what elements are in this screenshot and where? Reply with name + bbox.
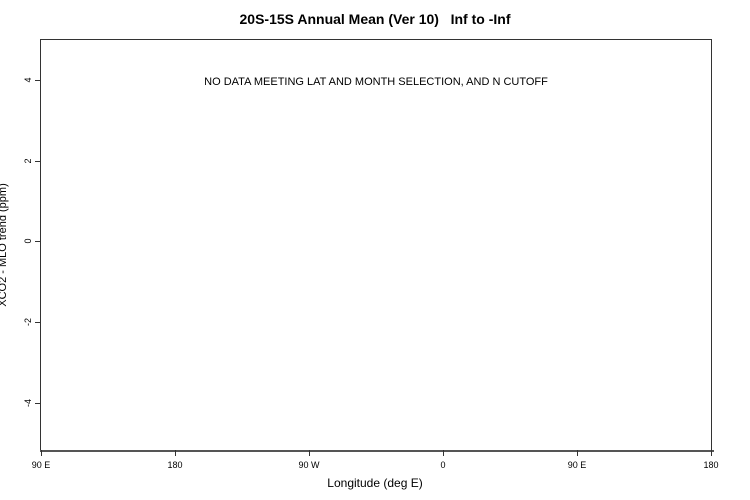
plot-area: NO DATA MEETING LAT AND MONTH SELECTION,… <box>0 39 719 470</box>
x-tick-mark <box>41 450 42 456</box>
x-tick-mark <box>443 450 444 456</box>
x-tick-label: 90 W <box>298 460 320 470</box>
y-tick-mark <box>35 161 41 162</box>
x-axis-line <box>40 450 714 452</box>
x-tick-mark <box>309 450 310 456</box>
x-tick-label: 90 E <box>567 460 587 470</box>
x-tick-label: 180 <box>703 460 719 470</box>
x-axis-title: Longitude (deg E) <box>327 476 423 490</box>
y-tick-label-text: -2 <box>23 317 33 327</box>
x-tick-mark <box>577 450 578 456</box>
y-tick-mark <box>35 403 41 404</box>
chart-title: 20S-15S Annual Mean (Ver 10) Inf to -Inf <box>239 11 511 27</box>
y-tick-mark <box>35 80 41 81</box>
x-tick-mark <box>175 450 176 456</box>
x-tick-mark <box>711 450 712 456</box>
y-tick-mark <box>35 322 41 323</box>
y-tick-mark <box>35 241 41 242</box>
x-tick-label: 180 <box>167 460 183 470</box>
y-tick-label-text: -4 <box>23 398 33 408</box>
x-tick-label: 0 <box>440 460 446 470</box>
y-axis-title-text: XCO2 - MLO trend (ppm) <box>0 183 9 307</box>
x-tick-label: 90 E <box>31 460 51 470</box>
y-tick-label-text: 4 <box>23 77 33 83</box>
no-data-message: NO DATA MEETING LAT AND MONTH SELECTION,… <box>204 76 548 88</box>
y-tick-label-text: 0 <box>23 238 33 244</box>
y-tick-label-text: 2 <box>23 158 33 164</box>
